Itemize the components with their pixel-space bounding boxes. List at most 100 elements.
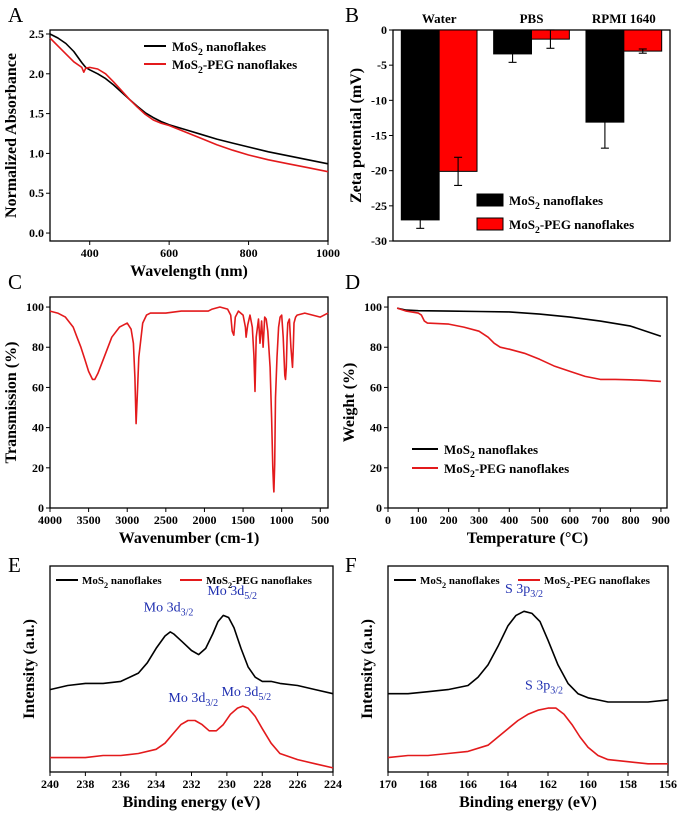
y-tick-label: 40: [370, 421, 382, 435]
bar-mos2-peg: [623, 29, 663, 52]
x-tick-label: 2000: [192, 513, 216, 527]
legend-label-1: MoS2 nanoflakes: [172, 39, 266, 58]
legend-swatch-2: [476, 217, 504, 231]
y-tick-label: 0.5: [29, 186, 44, 200]
y-axis-title: Zeta potential (mV): [348, 68, 365, 203]
panel-letter: E: [8, 553, 21, 577]
y-tick-label: 1.0: [29, 146, 44, 160]
y-tick-label: 80: [32, 340, 44, 354]
label-part: MoS: [444, 442, 470, 457]
label-subscript: 2: [470, 469, 475, 480]
y-tick-label: 2.0: [29, 67, 44, 81]
plot-frame: [387, 565, 669, 773]
y-axis-title: Weight (%): [341, 363, 358, 443]
panel-letter: B: [345, 3, 359, 27]
label-subscript: 2: [566, 581, 570, 590]
annotation-subscript: 3/2: [550, 686, 563, 697]
legend-label-2: MoS2-PEG nanoflakes: [544, 575, 651, 590]
label-part: nanoflakes: [540, 193, 603, 208]
legend-label-1: MoS2 nanoflakes: [420, 575, 500, 590]
x-tick-label: 3000: [115, 513, 139, 527]
plot-frame: [387, 296, 668, 509]
label-part: -PEG nanoflakes: [540, 217, 634, 232]
x-tick-label: 226: [289, 777, 307, 791]
series-line-2: [396, 307, 661, 383]
legend-label-2: MoS2-PEG nanoflakes: [206, 575, 313, 590]
y-tick-label: -15: [371, 129, 387, 143]
x-tick-label: 400: [81, 246, 99, 260]
series-line-1: [388, 610, 669, 703]
x-tick-label: 158: [619, 777, 637, 791]
x-tick-label: 500: [531, 513, 549, 527]
annotation-subscript: 3/2: [181, 607, 194, 618]
label-subscript: 2: [470, 450, 475, 461]
x-tick-label: 238: [76, 777, 94, 791]
x-tick-label: 230: [218, 777, 236, 791]
peak-annotation: Mo 3d3/2: [168, 691, 218, 709]
legend-label-2: MoS2-PEG nanoflakes: [444, 461, 569, 480]
y-tick-label: 80: [370, 340, 382, 354]
panel-letter: A: [8, 3, 24, 27]
x-tick-label: 168: [419, 777, 437, 791]
x-tick-label: 160: [579, 777, 597, 791]
y-tick-label: -5: [377, 58, 387, 72]
y-axis-title: Transmission (%): [3, 342, 20, 464]
peak-annotation: S 3p3/2: [525, 679, 563, 697]
x-tick-label: 164: [499, 777, 517, 791]
x-tick-label: 162: [539, 777, 557, 791]
y-tick-label: 60: [370, 380, 382, 394]
label-part: MoS: [172, 39, 198, 54]
y-tick-label: 1.5: [29, 107, 44, 121]
series-line-1: [49, 614, 334, 695]
y-tick-label: 2.5: [29, 27, 44, 41]
label-part: nanoflakes: [203, 39, 266, 54]
y-tick-label: 60: [32, 380, 44, 394]
label-subscript: 2: [442, 581, 446, 590]
y-tick-label: -30: [371, 234, 387, 248]
label-part: nanoflakes: [108, 575, 162, 587]
x-tick-label: 228: [253, 777, 271, 791]
peak-annotation: Mo 3d3/2: [144, 600, 194, 618]
series-line-2: [50, 705, 334, 769]
label-subscript: 2: [228, 581, 232, 590]
peak-annotation: S 3p3/2: [505, 582, 543, 600]
label-subscript: 2: [198, 47, 203, 58]
label-part: MoS: [444, 461, 470, 476]
annotation-text: S 3p: [525, 679, 550, 694]
x-tick-label: 700: [591, 513, 609, 527]
legend-label-1: MoS2 nanoflakes: [444, 442, 538, 461]
label-part: -PEG nanoflakes: [475, 461, 569, 476]
y-tick-label: -20: [371, 164, 387, 178]
series-line-2: [387, 707, 668, 765]
legend-label-2: MoS2-PEG nanoflakes: [509, 217, 634, 236]
panel-letter: C: [8, 270, 22, 294]
y-tick-label: 100: [26, 300, 44, 314]
x-tick-label: 1000: [270, 513, 294, 527]
x-tick-label: 800: [240, 246, 258, 260]
x-axis-title: Temperature (°C): [467, 530, 588, 547]
annotation-text: Mo 3d: [168, 691, 205, 706]
series-line-1: [49, 306, 329, 493]
legend-label-1: MoS2 nanoflakes: [82, 575, 162, 590]
label-part: -PEG nanoflakes: [570, 575, 650, 587]
series-line-2: [49, 37, 329, 173]
y-axis-title: Intensity (a.u.): [21, 619, 38, 719]
label-subscript: 2: [104, 581, 108, 590]
x-axis-title: Binding energy (eV): [459, 794, 597, 811]
series-line-1: [396, 307, 662, 337]
x-tick-label: 1000: [316, 246, 340, 260]
y-tick-label: 0: [376, 501, 382, 515]
y-axis-title: Intensity (a.u.): [359, 619, 376, 719]
x-tick-label: 4000: [38, 513, 62, 527]
x-tick-label: 166: [459, 777, 477, 791]
category-label: RPMI 1640: [592, 11, 656, 26]
label-part: -PEG nanoflakes: [232, 575, 312, 587]
x-tick-label: 240: [41, 777, 59, 791]
x-tick-label: 200: [440, 513, 458, 527]
label-part: MoS: [206, 575, 228, 587]
label-subscript: 2: [198, 65, 203, 76]
label-part: MoS: [544, 575, 566, 587]
annotation-subscript: 3/2: [205, 698, 218, 709]
y-tick-label: 0: [38, 501, 44, 515]
